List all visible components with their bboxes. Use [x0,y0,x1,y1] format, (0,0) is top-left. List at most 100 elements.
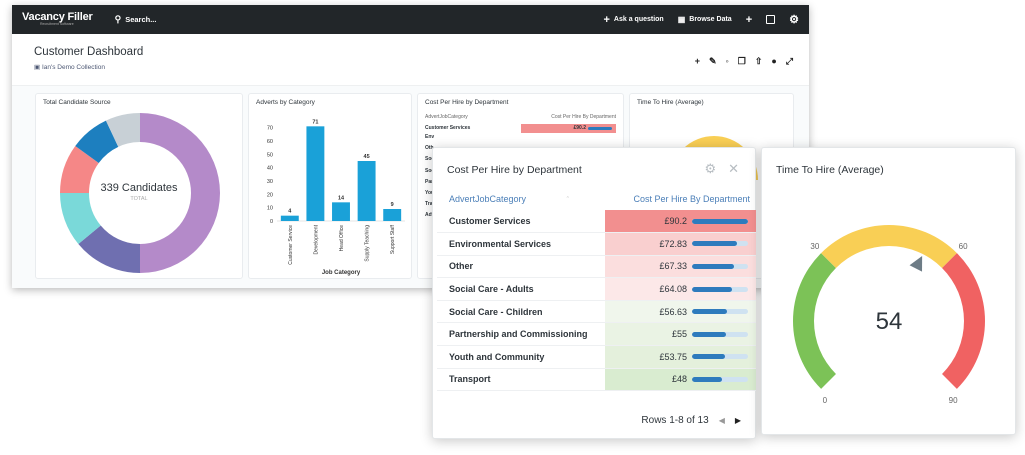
top-navbar: Vacancy Filler Recruitment Software ⚲ Se… [12,5,809,34]
adverts-by-category-card[interactable]: Adverts by Category 0 10 20 30 40 50 60 70 4 Cust… [248,93,412,279]
x-tick-label: Customer Service [288,225,294,265]
gauge-threshold-label: 30 [810,242,819,251]
cell-category: Social Care - Adults [437,277,605,301]
search-box[interactable]: ⚲ Search... [115,14,157,25]
table-row[interactable]: Transport £48 [437,368,756,392]
logo[interactable]: Vacancy Filler Recruitment Software [22,12,93,27]
col-header-category[interactable]: AdvertJobCategory ˆ [437,188,605,210]
time-to-hire-card[interactable]: Time To Hire (Average) 54 0 30 60 90 [761,147,1016,435]
bar[interactable] [306,126,325,221]
gauge-min-label: 0 [823,396,828,405]
candidate-source-card[interactable]: Total Candidate Source 339 Candidates TO… [35,93,243,279]
x-tick-label: Support Staff [390,224,396,254]
col-header-cost: Cost Per Hire By Department [551,114,616,120]
logo-subtext: Recruitment Software [40,22,74,27]
add-question-icon[interactable]: + [694,56,700,66]
collection-label: Ian's Demo Collection [41,64,105,71]
background-dashboard-window: Vacancy Filler Recruitment Software ⚲ Se… [12,5,809,288]
bar-chart: 0 10 20 30 40 50 60 70 4 Customer Service 71 Develo… [267,119,405,276]
share-icon[interactable]: ⇧ [754,56,763,66]
prev-page-icon[interactable]: ◀ [718,416,725,425]
x-axis-label: Job Category [322,270,361,276]
cell-cost: £90.2 [605,210,756,234]
cell-cost: £72.83 [605,232,756,256]
cost-bar-fill [692,354,726,360]
cost-bar-fill [692,376,722,382]
gauge-threshold-label: 60 [959,242,968,251]
cell-cost: £56.63 [605,300,756,324]
donut-slice[interactable] [140,113,220,273]
duplicate-icon[interactable]: ❐ [737,56,746,66]
revision-history-icon[interactable]: ◦ [725,56,729,66]
cost-bar-fill [692,263,734,269]
cell-category: Partnership and Commissioning [437,322,605,347]
donut-slice[interactable] [75,120,119,164]
table-row[interactable]: Partnership and Commissioning £55 [437,322,756,347]
browse-data-button[interactable]: ▦ Browse Data [678,15,732,24]
card-title: Cost Per Hire by Department [447,164,582,176]
fullscreen-icon[interactable]: ⤢ [785,56,793,66]
card-title: Time To Hire (Average) [776,164,884,176]
edit-pencil-icon[interactable]: ✎ [708,56,717,66]
close-icon[interactable]: ✕ [728,161,739,176]
cost-bar-track [692,286,748,292]
bar[interactable] [332,202,350,221]
card-title: Cost Per Hire by Department [425,99,509,106]
gauge-segment-yellow [821,225,957,268]
rows-count-label: Rows 1-8 of 13 [641,415,709,426]
truncated-row: Env [425,134,435,140]
gauge-needle [909,255,923,272]
settings-gear-icon[interactable]: ⚙ [789,14,799,26]
table-row[interactable]: Other £67.33 [437,255,756,279]
cost-bar-track [692,218,748,224]
collection-breadcrumb[interactable]: ▣ Ian's Demo Collection [34,64,105,71]
gauge-chart: 54 0 30 60 90 [793,225,985,405]
bar[interactable] [357,161,376,221]
cell-category: Social Care - Children [437,300,605,324]
info-icon[interactable]: ● [771,56,777,66]
pagination: Rows 1-8 of 13 ◀ ▶ [641,415,741,426]
next-page-icon[interactable]: ▶ [734,416,741,425]
table-row[interactable]: Customer Services £90.2 [437,210,756,234]
donut-sub-label: TOTAL [130,196,148,202]
table-row[interactable]: Youth and Community £53.75 [437,345,756,369]
collection-icon[interactable] [766,15,776,24]
search-label: Search... [125,15,157,24]
col-header-category: AdvertJobCategory [425,114,468,120]
cost-value: £48 [671,374,687,385]
cost-bar-fill [692,309,728,315]
table-row[interactable]: Social Care - Adults £64.08 [437,277,756,301]
cost-per-hire-card[interactable]: Cost Per Hire by Department ⚙ ✕ AdvertJo… [432,147,756,439]
ask-question-label: Ask a question [613,16,664,23]
cell-cost: £67.33 [605,255,756,279]
cost-bar-fill [692,331,727,337]
gear-icon[interactable]: ⚙ [704,161,717,176]
cost-bar-fill [692,286,732,292]
table-row[interactable]: Social Care - Children £56.63 [437,300,756,324]
cost-bar-fill [692,241,738,247]
donut-slice[interactable] [105,113,140,147]
y-tick-label: 0 [270,219,273,225]
donut-slice[interactable] [78,225,140,273]
sort-icon[interactable]: ˆ [566,197,569,204]
bar[interactable] [383,209,402,221]
bar[interactable] [280,215,299,221]
cost-table: AdvertJobCategory ˆ Cost Per Hire By Dep… [437,188,756,392]
browse-data-label: Browse Data [689,16,732,23]
gauge-segment-green [793,253,836,389]
ask-question-button[interactable]: + Ask a question [603,14,663,26]
donut-slice[interactable] [60,145,99,193]
cost-value: £64.08 [659,284,687,295]
donut-slice[interactable] [60,193,101,244]
x-tick-label: Head Office [339,225,345,252]
y-tick-label: 70 [267,126,273,132]
cell-category: Environmental Services [437,232,605,256]
table-row[interactable]: Environmental Services £72.83 [437,232,756,256]
col-header-category-label: AdvertJobCategory [449,194,527,204]
new-plus-icon[interactable]: + [745,13,753,26]
dashboard-header: Customer Dashboard ▣ Ian's Demo Collecti… [12,34,809,86]
table-header-row: AdvertJobCategory ˆ Cost Per Hire By Dep… [437,188,756,210]
truncated-row: Tra [425,201,433,208]
col-header-cost[interactable]: Cost Per Hire By Department [633,194,750,204]
truncated-row: You [425,189,435,196]
